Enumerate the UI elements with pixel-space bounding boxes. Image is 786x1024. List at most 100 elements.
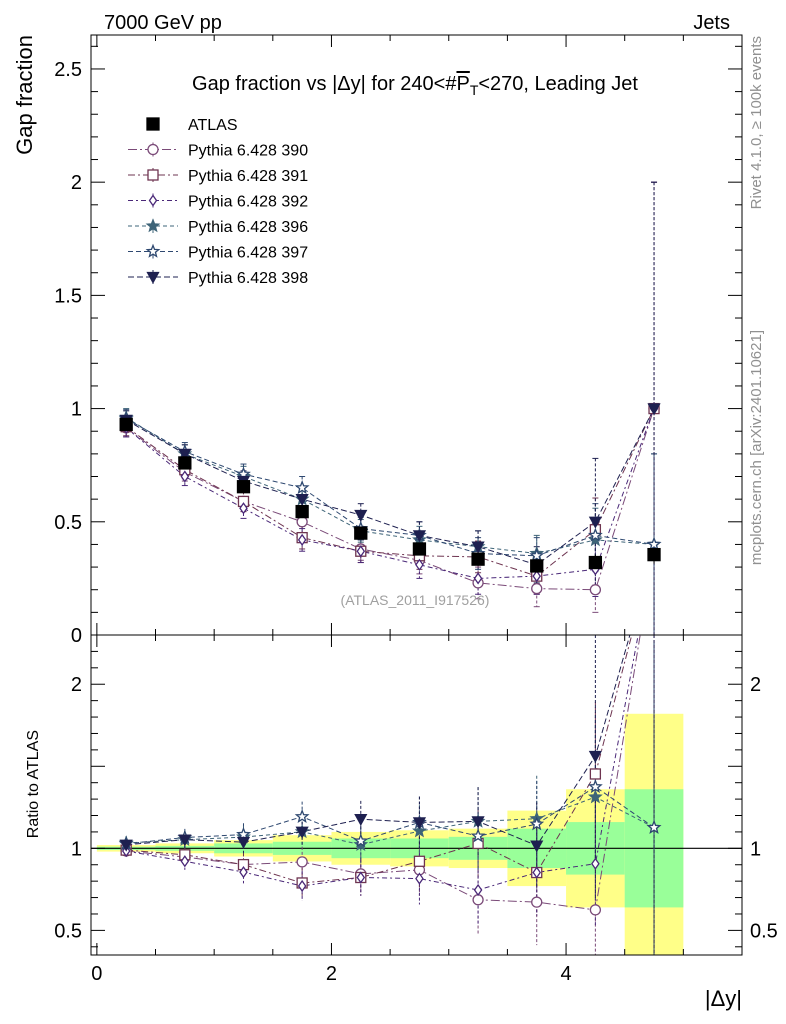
mcplots-label: mcplots.cern.ch [arXiv:2401.10621] <box>748 330 765 565</box>
ratio-markers <box>118 750 662 916</box>
ratio-point <box>531 896 543 908</box>
legend-marker <box>147 143 159 156</box>
legend-label: Pythia 6.428 390 <box>188 143 308 160</box>
x-tick-label: 0 <box>91 963 102 985</box>
ratio-tick-label-right: 0.5 <box>750 920 778 942</box>
data-point <box>588 516 602 529</box>
legend-marker <box>146 117 160 131</box>
ratio-point <box>178 834 192 847</box>
ratio-line <box>126 635 639 891</box>
ratio-point <box>354 814 368 827</box>
legend-marker <box>145 218 161 233</box>
ratio-point <box>472 894 484 906</box>
ratio-point <box>415 872 424 885</box>
ratio-point <box>236 836 251 849</box>
legend-label: Pythia 6.428 392 <box>188 194 308 211</box>
ratio-point <box>530 840 544 853</box>
data-point <box>178 456 192 470</box>
category-label: Jets <box>693 12 730 34</box>
ratio-point <box>588 750 602 763</box>
energy-label: 7000 GeV pp <box>104 12 222 34</box>
legend-marker <box>146 271 160 284</box>
ratio-point <box>297 879 307 893</box>
data-point <box>646 536 662 551</box>
ratio-plot-frame <box>90 634 743 956</box>
ratio-point <box>119 839 133 852</box>
analysis-watermark: (ATLAS_2011_I917526) <box>341 592 490 608</box>
ratio-point <box>412 823 427 838</box>
data-point <box>239 502 248 515</box>
series-line <box>125 417 655 555</box>
ratio-line <box>126 796 655 846</box>
ratio-point <box>589 768 602 780</box>
rivet-label: Rivet 4.1.0, ≥ 100k events <box>748 36 765 209</box>
legend-label: Pythia 6.428 396 <box>188 219 308 236</box>
ratio-tick-label-right: 1 <box>750 838 761 860</box>
data-point <box>180 470 190 483</box>
series-line <box>125 418 655 557</box>
ratio-point <box>470 828 486 843</box>
y-tick-label: 2 <box>71 172 82 194</box>
series-line <box>125 408 655 566</box>
ratio-point <box>294 808 310 824</box>
data-point <box>471 552 485 566</box>
ratio-point <box>295 826 309 839</box>
data-point <box>412 530 427 543</box>
ratio-tick-label: 0.5 <box>54 920 82 942</box>
ratio-point <box>473 883 483 897</box>
y-tick-label: 1.5 <box>54 285 82 307</box>
ratio-line <box>126 635 641 911</box>
ratio-point <box>532 866 542 879</box>
ratio-series-lines <box>126 635 655 911</box>
main-series-lines <box>125 408 655 591</box>
data-point <box>473 572 483 585</box>
ratio-point <box>356 871 366 884</box>
ratio-point <box>413 855 426 867</box>
data-point <box>296 516 308 528</box>
y-tick-label: 1 <box>71 399 82 421</box>
data-point <box>295 504 309 519</box>
ratio-point <box>587 779 603 794</box>
data-point <box>530 559 544 573</box>
data-point <box>354 526 368 540</box>
legend-label: Pythia 6.428 397 <box>188 245 308 262</box>
series-line <box>125 408 655 579</box>
ratio-point <box>646 819 662 834</box>
ratio-line <box>126 786 655 845</box>
x-tick-label: 2 <box>326 963 337 985</box>
ratio-line <box>126 635 631 847</box>
data-point <box>294 480 310 495</box>
legend: ATLAS Pythia 6.428 390 Pythia 6.428 391 Pyt… <box>128 117 308 287</box>
data-point <box>588 555 603 570</box>
ratio-axis-label: Ratio to ATLAS <box>25 730 42 838</box>
legend-label: Pythia 6.428 398 <box>188 270 308 287</box>
y-tick-label: 2.5 <box>54 59 82 81</box>
series-line <box>125 408 655 591</box>
ratio-tick-label: 1 <box>71 838 82 860</box>
chart-title: Gap fraction vs |Δy| for 240<#PT<270, Le… <box>192 73 638 98</box>
legend-label: Pythia 6.428 391 <box>188 168 308 185</box>
ratio-line <box>126 635 633 884</box>
ratio-point <box>296 856 308 868</box>
ratio-tick-label: 2 <box>71 674 82 696</box>
axes-ticks: 0 2 4 0 0.5 1 1.5 2 2.5 0.5 0.5 1 1 2 2 <box>54 35 778 985</box>
ratio-point <box>587 789 603 804</box>
ratio-point <box>412 817 427 830</box>
legend-marker <box>147 169 159 181</box>
main-markers <box>118 402 662 596</box>
ratio-tick-label-right: 2 <box>750 674 761 696</box>
ratio-point <box>239 866 248 879</box>
data-point <box>647 547 661 562</box>
legend-marker <box>145 243 161 258</box>
data-point <box>178 448 192 461</box>
y-tick-label: 0 <box>71 625 82 647</box>
ratio-point <box>529 816 545 831</box>
data-point <box>532 569 542 583</box>
x-tick-label: 4 <box>560 963 571 985</box>
data-point <box>236 480 251 494</box>
data-point <box>119 417 133 432</box>
data-point <box>471 541 485 554</box>
data-point <box>531 582 543 595</box>
ratio-point <box>353 833 369 848</box>
